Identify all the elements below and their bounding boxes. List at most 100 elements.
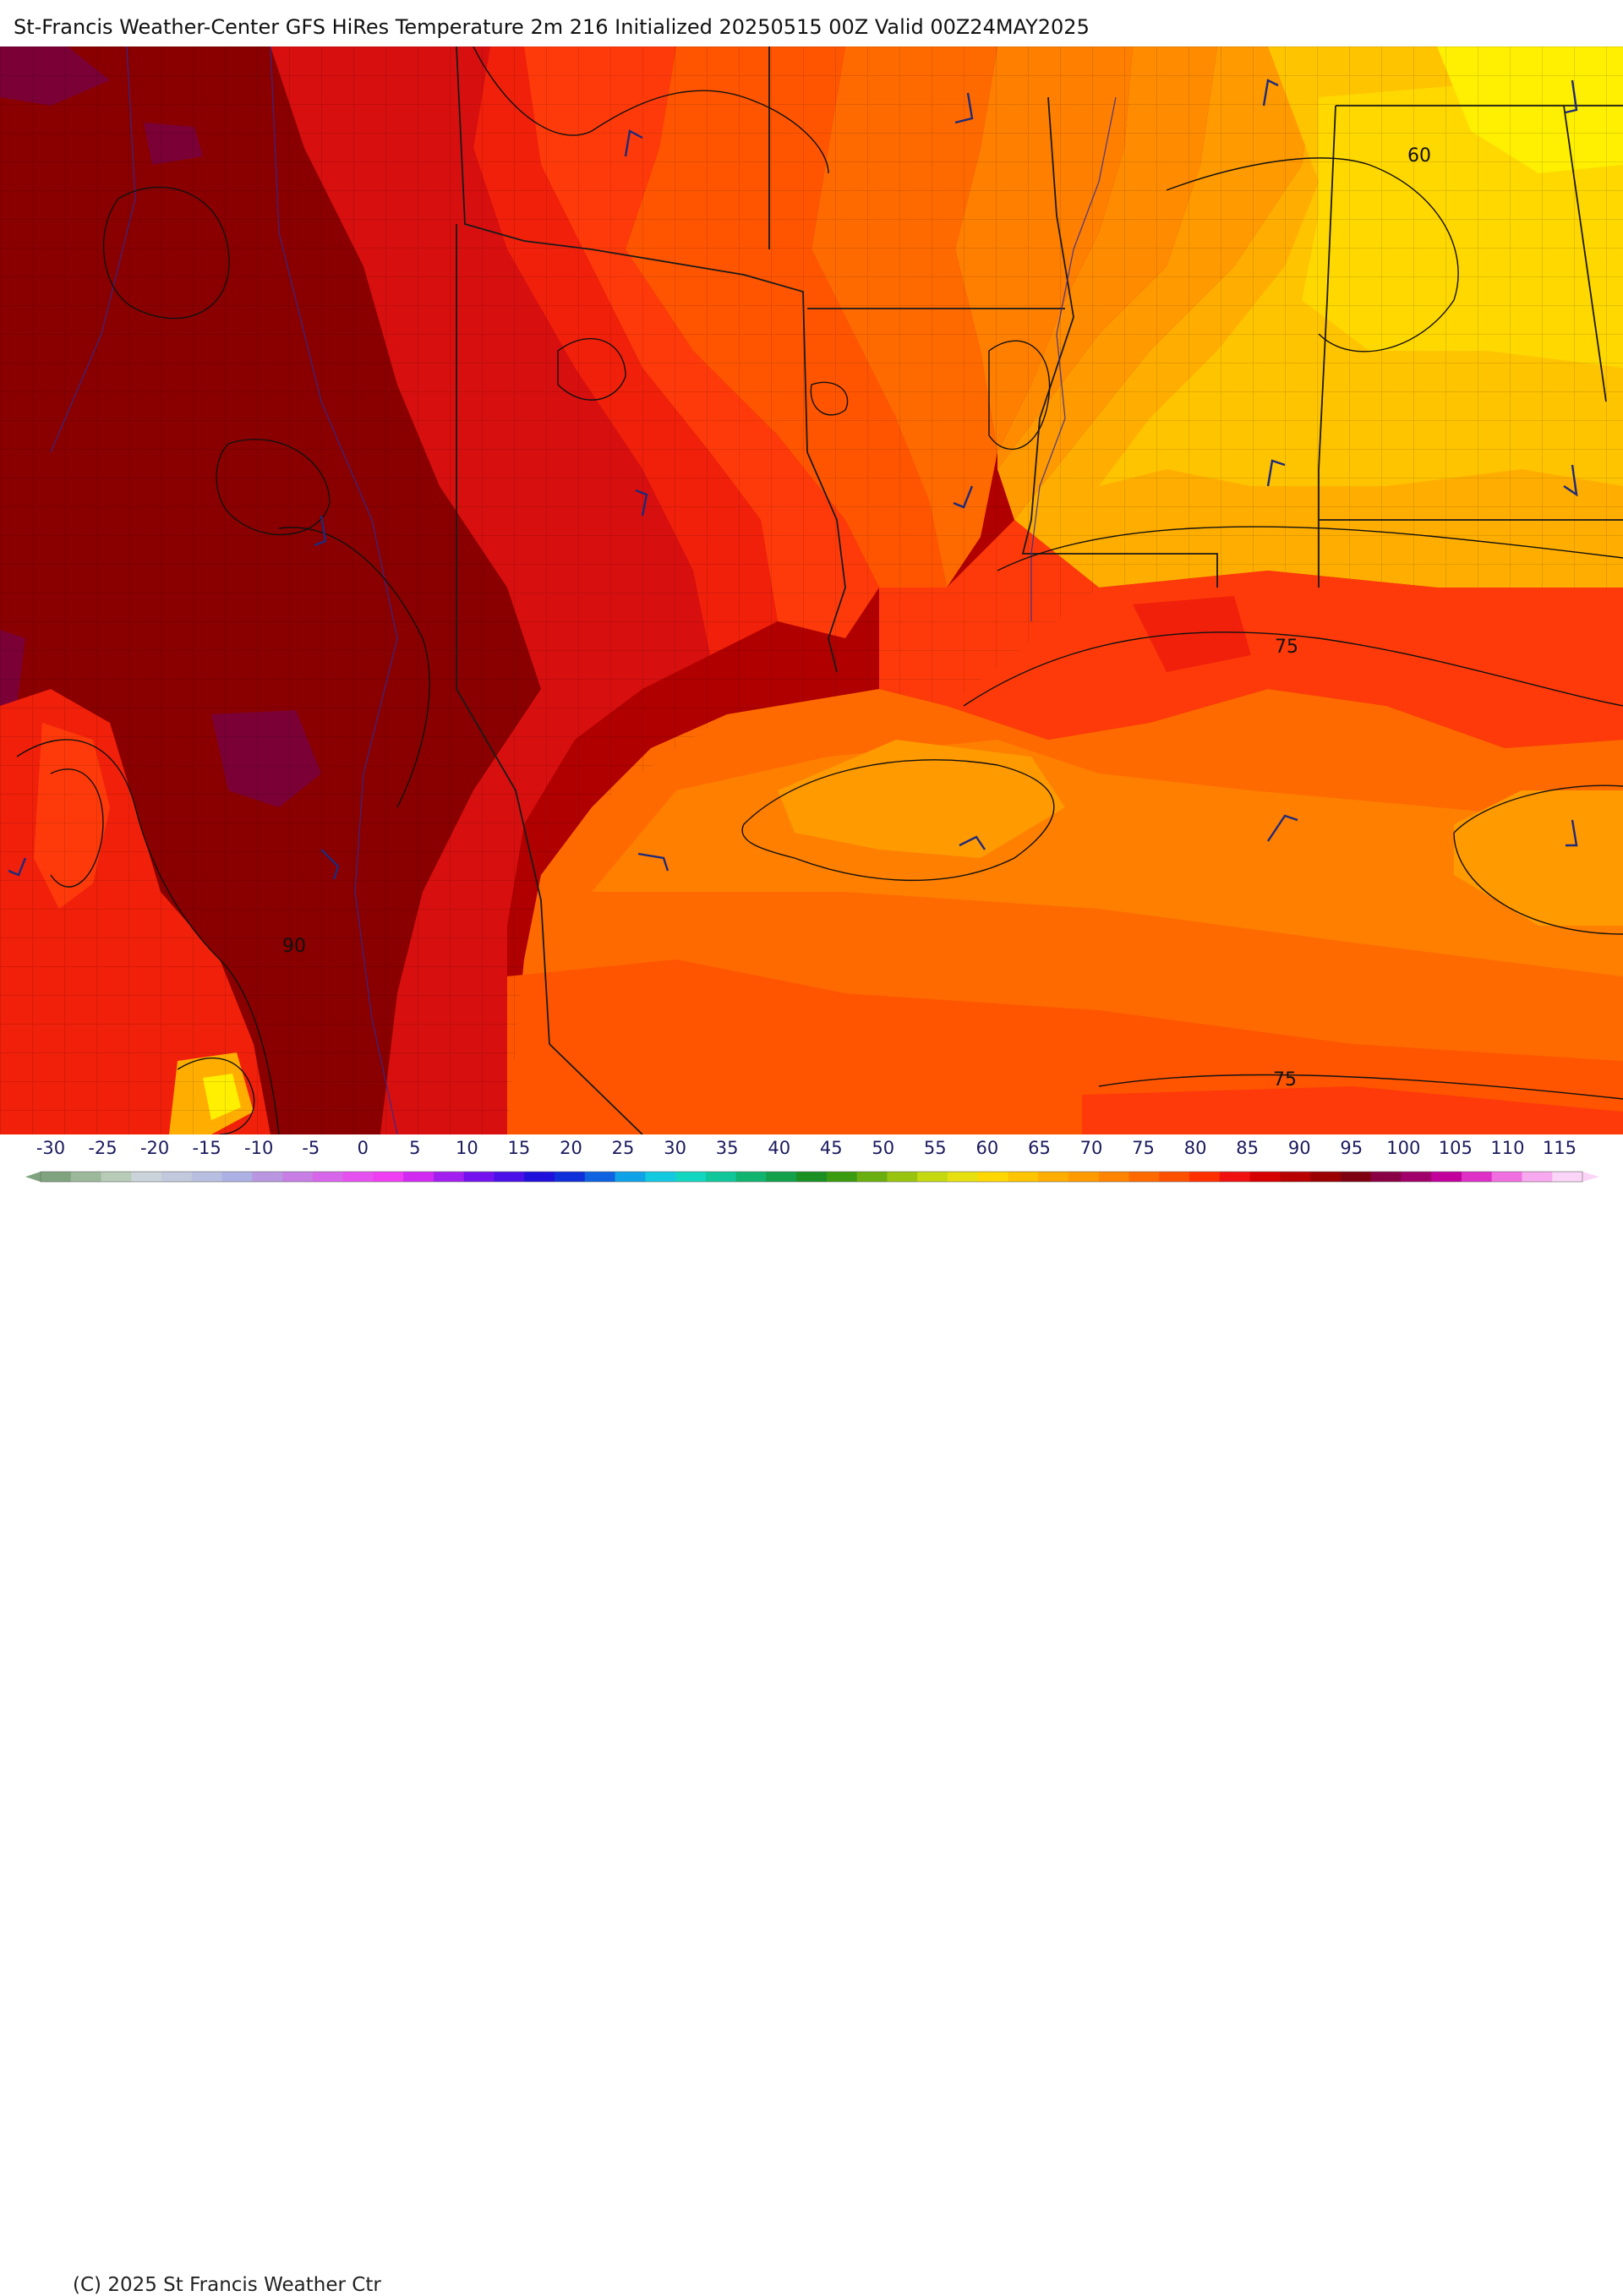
legend-color-swatch (41, 1172, 72, 1182)
legend-color-swatch (796, 1172, 828, 1182)
contour-label-75-south: 75 (1273, 1069, 1297, 1091)
legend-tick-label: -20 (140, 1138, 169, 1158)
legend-tick-label: 85 (1236, 1138, 1259, 1158)
legend-color-swatch (1189, 1172, 1221, 1182)
legend-color-swatch (252, 1172, 283, 1182)
legend-tick-label: 100 (1386, 1138, 1420, 1158)
legend-tick-label: 75 (1132, 1138, 1155, 1158)
legend-color-swatch (1370, 1172, 1402, 1182)
temperature-color-legend: -30 -25 -20 -15 -10 -5 0 5 10 15 20 25 30 35 40 45 50 55 6… (0, 1134, 1623, 2296)
legend-tick-label: 45 (820, 1138, 843, 1158)
legend-color-swatch (282, 1172, 314, 1182)
legend-tick-label: 95 (1340, 1138, 1363, 1158)
legend-tick-label: 105 (1439, 1138, 1473, 1158)
legend-color-swatch (735, 1172, 767, 1182)
legend-color-swatch (645, 1172, 676, 1182)
contour-label-60: 60 (1407, 145, 1431, 167)
legend-color-swatch (555, 1172, 586, 1182)
legend-color-swatch (1340, 1172, 1372, 1182)
legend-color-swatch (1491, 1172, 1523, 1182)
legend-tick-label: 60 (976, 1138, 999, 1158)
legend-color-swatch (826, 1172, 858, 1182)
legend-tick-label: 70 (1080, 1138, 1103, 1158)
legend-tick-label: 65 (1028, 1138, 1051, 1158)
weather-map[interactable]: 90 60 75 75 (0, 46, 1623, 1134)
legend-color-swatch (584, 1172, 616, 1182)
legend-color-swatch (1098, 1172, 1130, 1182)
legend-color-swatch (1280, 1172, 1311, 1182)
map-title: St-Francis Weather-Center GFS HiRes Temp… (14, 15, 1090, 39)
legend-tick-label: 0 (358, 1138, 369, 1158)
legend-color-swatch (463, 1172, 495, 1182)
legend-tick-label: -25 (88, 1138, 117, 1158)
legend-tick-labels: -30 -25 -20 -15 -10 -5 0 5 10 15 20 25 30 35 40 45 50 55 6… (36, 1138, 1577, 1158)
legend-color-swatch (312, 1172, 344, 1182)
title-bar: St-Francis Weather-Center GFS HiRes Temp… (0, 0, 1623, 46)
legend-tick-label: 20 (560, 1138, 582, 1158)
legend-tick-label: 35 (716, 1138, 739, 1158)
legend-color-swatch (191, 1172, 223, 1182)
copyright-notice: (C) 2025 St Francis Weather Ctr (73, 2274, 381, 2296)
temperature-map-svg: 90 60 75 75 (0, 46, 1623, 1134)
legend-tick-label: 10 (456, 1138, 478, 1158)
legend-tick-label: -5 (302, 1138, 320, 1158)
legend-tick-label: 5 (409, 1138, 420, 1158)
legend-tick-label: 15 (508, 1138, 531, 1158)
legend-tick-label: 50 (872, 1138, 894, 1158)
legend-svg: -30 -25 -20 -15 -10 -5 0 5 10 15 20 25 30 35 40 45 50 55 6… (25, 1138, 1599, 1183)
field-gulf-south-red (1082, 1086, 1623, 1134)
legend-tick-label: 40 (768, 1138, 790, 1158)
legend-right-arrow (1582, 1172, 1599, 1182)
legend-color-swatch (101, 1172, 132, 1182)
legend-color-swatch (856, 1172, 888, 1182)
legend-color-swatch (887, 1172, 918, 1182)
legend-bar-frame (40, 1171, 1583, 1183)
contour-lines (16, 46, 1623, 1134)
rivers (50, 46, 1117, 1134)
legend-tick-label: -10 (244, 1138, 273, 1158)
legend-tick-label: 90 (1288, 1138, 1311, 1158)
legend-color-swatch (131, 1172, 162, 1182)
legend-color-swatch (1068, 1172, 1100, 1182)
legend-color-swatch (675, 1172, 707, 1182)
contour-label-90: 90 (282, 936, 306, 957)
wind-barbs (8, 79, 1578, 880)
legend-color-swatch (161, 1172, 193, 1182)
legend-color-swatch (342, 1172, 374, 1182)
legend-color-swatch (1401, 1172, 1432, 1182)
legend-color-swatch (433, 1172, 465, 1182)
legend-tick-label: 55 (924, 1138, 947, 1158)
legend-color-swatch (705, 1172, 737, 1182)
legend-color-swatch (1522, 1172, 1553, 1182)
legend-color-swatch (917, 1172, 948, 1182)
legend-tick-label: 25 (612, 1138, 635, 1158)
legend-color-swatch (1461, 1172, 1493, 1182)
contour-label-75-coast: 75 (1275, 637, 1298, 658)
legend-color-swatch (977, 1172, 1009, 1182)
legend-color-swatch (221, 1172, 253, 1182)
legend-color-swatch (1038, 1172, 1069, 1182)
legend-color-swatch (494, 1172, 525, 1182)
legend-color-swatch (947, 1172, 979, 1182)
legend-left-arrow (25, 1172, 41, 1182)
legend-color-swatch (766, 1172, 797, 1182)
legend-tick-label: 30 (664, 1138, 686, 1158)
legend-color-swatch (1310, 1172, 1342, 1182)
legend-color-swatch (70, 1172, 102, 1182)
legend-color-swatch (1552, 1172, 1583, 1182)
legend-color-swatch (1249, 1172, 1281, 1182)
legend-tick-label: 80 (1184, 1138, 1207, 1158)
legend-tick-label: -15 (192, 1138, 221, 1158)
legend-color-swatch (1219, 1172, 1251, 1182)
legend-tick-label: 110 (1490, 1138, 1524, 1158)
legend-color-swatch (1159, 1172, 1190, 1182)
legend-color-swatch (615, 1172, 646, 1182)
legend-tick-label: 115 (1543, 1138, 1577, 1158)
field-coast-red2 (1133, 596, 1251, 672)
legend-color-swatch (1128, 1172, 1160, 1182)
state-borders (456, 46, 1623, 1134)
county-grid (0, 46, 1623, 1134)
legend-color-swatch (1008, 1172, 1039, 1182)
legend-color-swatch (403, 1172, 434, 1182)
legend-color-bar (25, 1171, 1599, 1183)
